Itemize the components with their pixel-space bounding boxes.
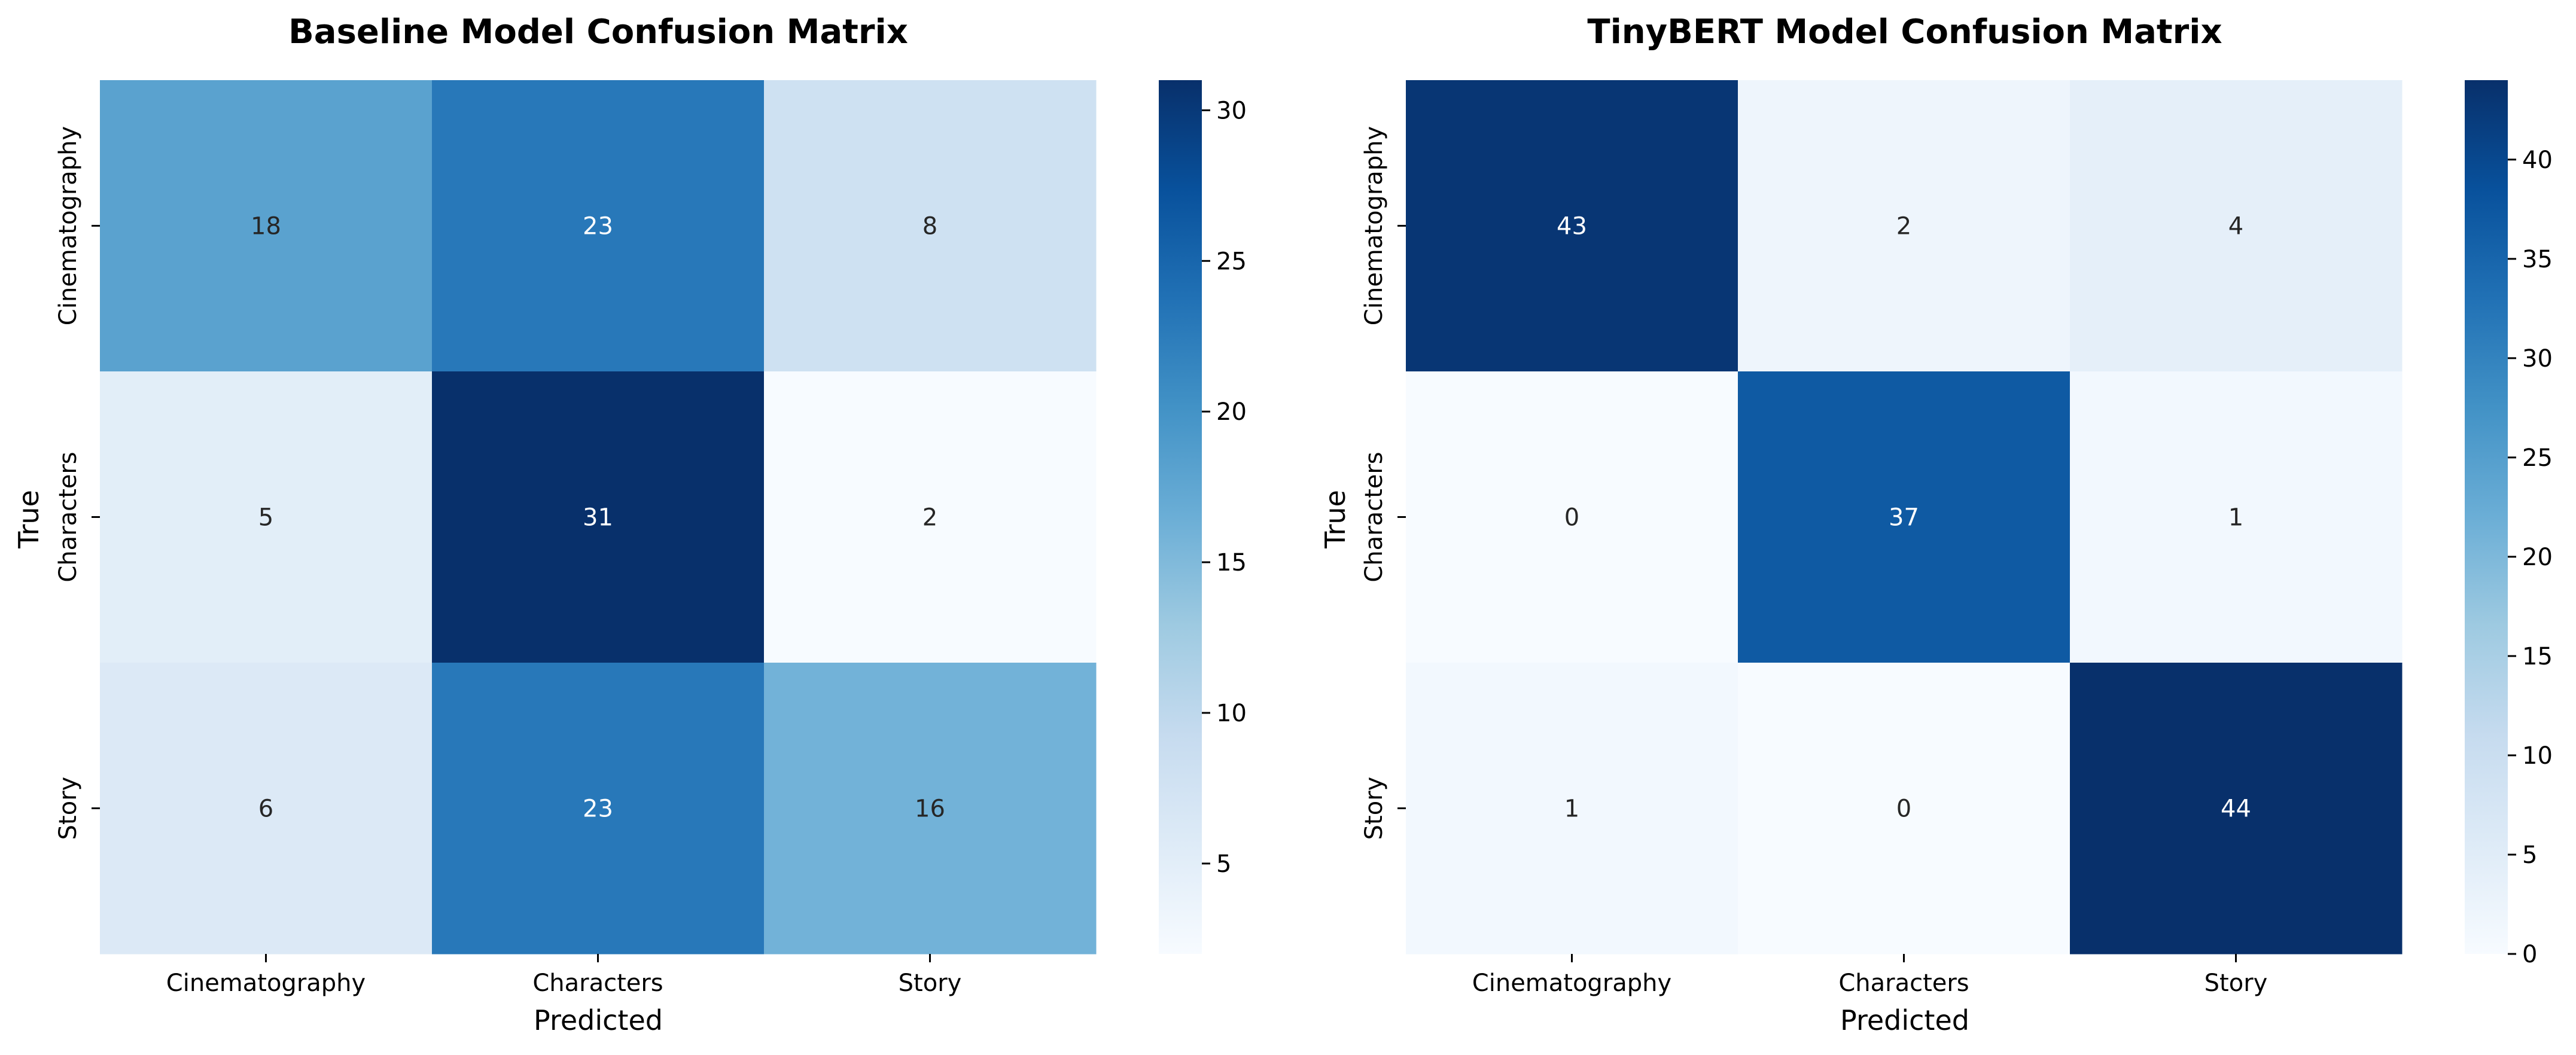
colorbar-tick-label: 30	[2522, 345, 2553, 373]
heatmap-cell	[100, 371, 433, 663]
colorbar-tick-label: 40	[2522, 147, 2553, 174]
heatmap-cells: 43 2 4 0 37 1 1 0 44	[1406, 80, 2403, 955]
cell-value-label: 31	[583, 504, 613, 532]
chart-title: TinyBERT Model Confusion Matrix	[1587, 13, 2222, 51]
colorbar-tick-label: 30	[1216, 97, 1247, 124]
heatmap-cell	[100, 663, 433, 955]
heatmap-cell	[2070, 663, 2403, 955]
cell-value-label: 44	[2221, 795, 2251, 823]
cell-value-label: 6	[258, 795, 273, 823]
cell-value-label: 43	[1557, 213, 1587, 240]
cell-value-label: 1	[2228, 504, 2243, 532]
colorbar-tick-label: 15	[1216, 549, 1247, 577]
y-tick-label: Cinematography	[1360, 126, 1388, 325]
y-axis-label: True	[1319, 490, 1351, 549]
x-axis-label: Predicted	[1840, 1004, 1969, 1036]
x-tick-label: Characters	[1838, 969, 1969, 997]
y-tick-label: Cinematography	[54, 126, 82, 325]
cell-value-label: 8	[922, 213, 937, 240]
x-tick-label: Story	[899, 969, 962, 997]
cell-value-label: 2	[1896, 213, 1911, 240]
heatmap-cell	[764, 80, 1097, 372]
heatmap-panel-tinybert: TinyBERT Model Confusion Matrix 43 2 40 37 1…	[1319, 13, 2553, 1036]
colorbar-tick-label: 5	[1216, 850, 1231, 878]
x-tick-label: Cinematography	[166, 969, 366, 997]
heatmap-cell	[432, 371, 765, 663]
heatmap-cell	[764, 663, 1097, 955]
x-tick-labels: Cinematography Characters Story	[1472, 954, 2268, 997]
cell-value-label: 0	[1564, 504, 1579, 532]
heatmap-cell	[432, 80, 765, 372]
colorbar-tick-label: 20	[1216, 398, 1247, 426]
heatmap-panel-baseline: Baseline Model Confusion Matrix 18 23 8 5 31…	[13, 13, 1247, 1036]
y-axis-label: True	[13, 490, 45, 549]
colorbar: 5 10 15 20 25 30	[1159, 80, 1247, 954]
heatmap-cell	[100, 80, 433, 372]
heatmap-cell	[2070, 371, 2403, 663]
heatmap-cell	[1738, 371, 2070, 663]
colorbar: 0 5 10 15 20 25 30 35 40	[2465, 80, 2553, 968]
x-tick-label: Characters	[532, 969, 663, 997]
colorbar-ticks: 5 10 15 20 25 30	[1202, 97, 1247, 878]
colorbar-tick-label: 25	[2522, 444, 2553, 472]
x-axis-label: Predicted	[534, 1004, 663, 1036]
heatmap-cell	[1406, 663, 1738, 955]
heatmap-cell	[1406, 371, 1738, 663]
heatmap-cell	[1738, 80, 2070, 372]
colorbar-tick-label: 10	[1216, 700, 1247, 727]
y-tick-label: Characters	[54, 452, 82, 582]
y-tick-label: Story	[54, 777, 82, 840]
colorbar-tick-label: 5	[2522, 841, 2537, 869]
x-tick-labels: Cinematography Characters Story	[166, 954, 962, 997]
colorbar-gradient	[1159, 80, 1202, 954]
cell-value-label: 37	[1889, 504, 1919, 532]
cell-value-label: 4	[2228, 213, 2243, 240]
colorbar-tick-label: 15	[2522, 643, 2553, 670]
y-tick-label: Characters	[1360, 452, 1388, 582]
heatmap-cell	[1738, 663, 2070, 955]
cell-value-label: 1	[1564, 795, 1579, 823]
x-tick-label: Story	[2204, 969, 2268, 997]
colorbar-ticks: 0 5 10 15 20 25 30 35 40	[2508, 147, 2553, 968]
heatmap-cell	[2070, 80, 2403, 372]
y-tick-labels: Cinematography Characters Story	[54, 126, 100, 840]
colorbar-tick-label: 0	[2522, 941, 2537, 968]
y-tick-labels: Cinematography Characters Story	[1360, 126, 1406, 840]
cell-value-label: 16	[915, 795, 945, 823]
heatmap-cells: 18 23 8 5 31 2 6 23 16	[100, 80, 1097, 955]
colorbar-tick-label: 20	[2522, 544, 2553, 571]
heatmap-cell	[1406, 80, 1738, 372]
x-tick-label: Cinematography	[1472, 969, 1671, 997]
colorbar-tick-label: 10	[2522, 742, 2553, 770]
cell-value-label: 23	[583, 213, 613, 240]
cell-value-label: 0	[1896, 795, 1911, 823]
colorbar-gradient	[2465, 80, 2508, 954]
cell-value-label: 23	[583, 795, 613, 823]
colorbar-tick-label: 25	[1216, 248, 1247, 275]
colorbar-tick-label: 35	[2522, 246, 2553, 273]
heatmap-cell	[432, 663, 765, 955]
cell-value-label: 5	[258, 504, 273, 532]
heatmap-cell	[764, 371, 1097, 663]
cell-value-label: 2	[922, 504, 937, 532]
cell-value-label: 18	[251, 213, 281, 240]
y-tick-label: Story	[1360, 777, 1388, 840]
chart-title: Baseline Model Confusion Matrix	[288, 13, 908, 51]
